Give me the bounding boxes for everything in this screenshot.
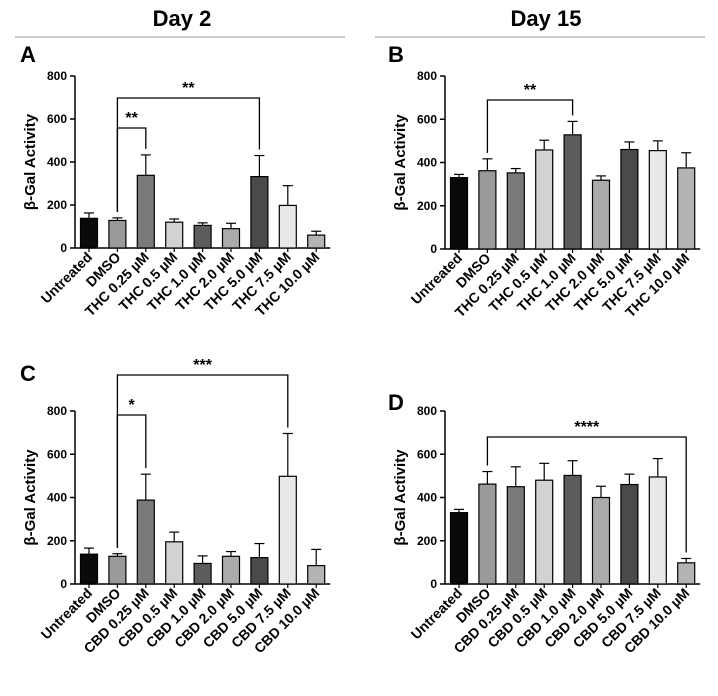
bar xyxy=(449,177,469,250)
panel-A: Aβ-Gal Activity0200400600800UntreatedDMS… xyxy=(20,42,331,319)
bar xyxy=(620,148,639,250)
y-tick-label: 800 xyxy=(47,404,67,418)
bar xyxy=(449,512,469,585)
panel-letter: A xyxy=(20,42,36,67)
bar xyxy=(563,474,582,585)
y-tick-label: 200 xyxy=(417,199,437,213)
bar xyxy=(478,483,497,585)
bar xyxy=(278,204,297,249)
y-axis-label: β-Gal Activity xyxy=(22,449,39,546)
panel-letter: B xyxy=(388,42,404,67)
y-tick-label: 600 xyxy=(47,447,67,461)
y-tick-label: 400 xyxy=(47,155,67,169)
bar xyxy=(648,150,667,250)
y-tick-label: 0 xyxy=(430,577,437,591)
y-tick-label: 200 xyxy=(47,198,67,212)
bar xyxy=(79,553,99,585)
y-axis-label: β-Gal Activity xyxy=(392,114,409,211)
bar xyxy=(307,565,326,585)
bar xyxy=(648,476,667,585)
significance-label: ** xyxy=(182,80,195,97)
day-2-header: Day 2 xyxy=(153,6,212,31)
panel-B: Bβ-Gal Activity0200400600800UntreatedDMS… xyxy=(388,42,701,320)
bar xyxy=(478,170,497,250)
bar xyxy=(136,499,155,585)
bar xyxy=(535,479,554,585)
significance-label: *** xyxy=(193,357,212,374)
significance-bracket xyxy=(486,99,574,153)
bar xyxy=(165,541,184,585)
bar xyxy=(506,486,525,585)
y-tick-label: 0 xyxy=(60,577,67,591)
panel-letter: C xyxy=(20,361,36,386)
significance-label: ** xyxy=(125,110,138,127)
day-15-header: Day 15 xyxy=(511,6,582,31)
significance-label: ** xyxy=(524,82,537,99)
y-tick-label: 800 xyxy=(47,69,67,83)
y-tick-label: 0 xyxy=(60,241,67,255)
bar xyxy=(193,562,212,585)
panel-letter: D xyxy=(388,390,404,415)
panel-C: Cβ-Gal Activity0200400600800UntreatedDMS… xyxy=(20,357,331,656)
y-tick-label: 600 xyxy=(47,112,67,126)
bar xyxy=(79,217,99,249)
panel-D: Dβ-Gal Activity0200400600800UntreatedDMS… xyxy=(388,390,701,656)
bar xyxy=(307,234,326,249)
y-tick-label: 400 xyxy=(417,156,437,170)
y-tick-label: 800 xyxy=(417,404,437,418)
bar xyxy=(677,562,696,585)
bar xyxy=(193,224,212,249)
bar xyxy=(108,555,127,585)
y-tick-label: 400 xyxy=(47,491,67,505)
y-tick-label: 200 xyxy=(417,534,437,548)
significance-label: **** xyxy=(574,419,600,436)
bar xyxy=(250,176,269,249)
y-axis-label: β-Gal Activity xyxy=(392,449,409,546)
y-tick-label: 0 xyxy=(430,242,437,256)
y-tick-label: 600 xyxy=(417,112,437,126)
y-tick-label: 200 xyxy=(47,534,67,548)
bar xyxy=(108,219,127,249)
bar xyxy=(677,167,696,250)
bar xyxy=(620,483,639,585)
bar xyxy=(278,475,297,585)
significance-bracket xyxy=(116,374,289,548)
bar xyxy=(591,496,611,585)
significance-label: * xyxy=(128,397,135,414)
bar xyxy=(535,149,554,250)
y-tick-label: 800 xyxy=(417,69,437,83)
y-tick-label: 400 xyxy=(417,491,437,505)
bar xyxy=(591,179,611,250)
y-tick-label: 600 xyxy=(417,447,437,461)
bar xyxy=(165,221,184,249)
significance-bracket xyxy=(116,97,261,212)
bar xyxy=(563,134,582,250)
bar xyxy=(221,555,241,585)
bar xyxy=(136,174,155,249)
bar xyxy=(221,228,241,249)
y-axis-label: β-Gal Activity xyxy=(22,113,39,210)
bar xyxy=(506,172,525,250)
significance-bracket xyxy=(486,436,687,553)
bar xyxy=(250,557,269,585)
